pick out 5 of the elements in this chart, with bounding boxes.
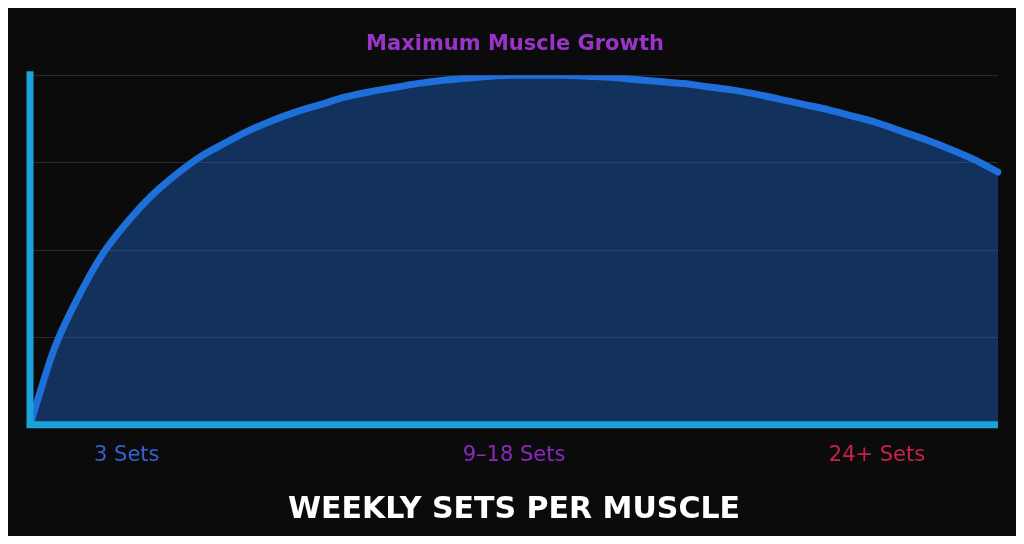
x-tick-label: 24+ Sets [828,441,926,466]
x-tick-label: 9–18 Sets [462,441,566,466]
x-tick-label: 3 Sets [94,441,160,466]
chart-title: Maximum Muscle Growth [366,31,664,56]
x-axis-title: WEEKLY SETS PER MUSCLE [287,489,741,525]
